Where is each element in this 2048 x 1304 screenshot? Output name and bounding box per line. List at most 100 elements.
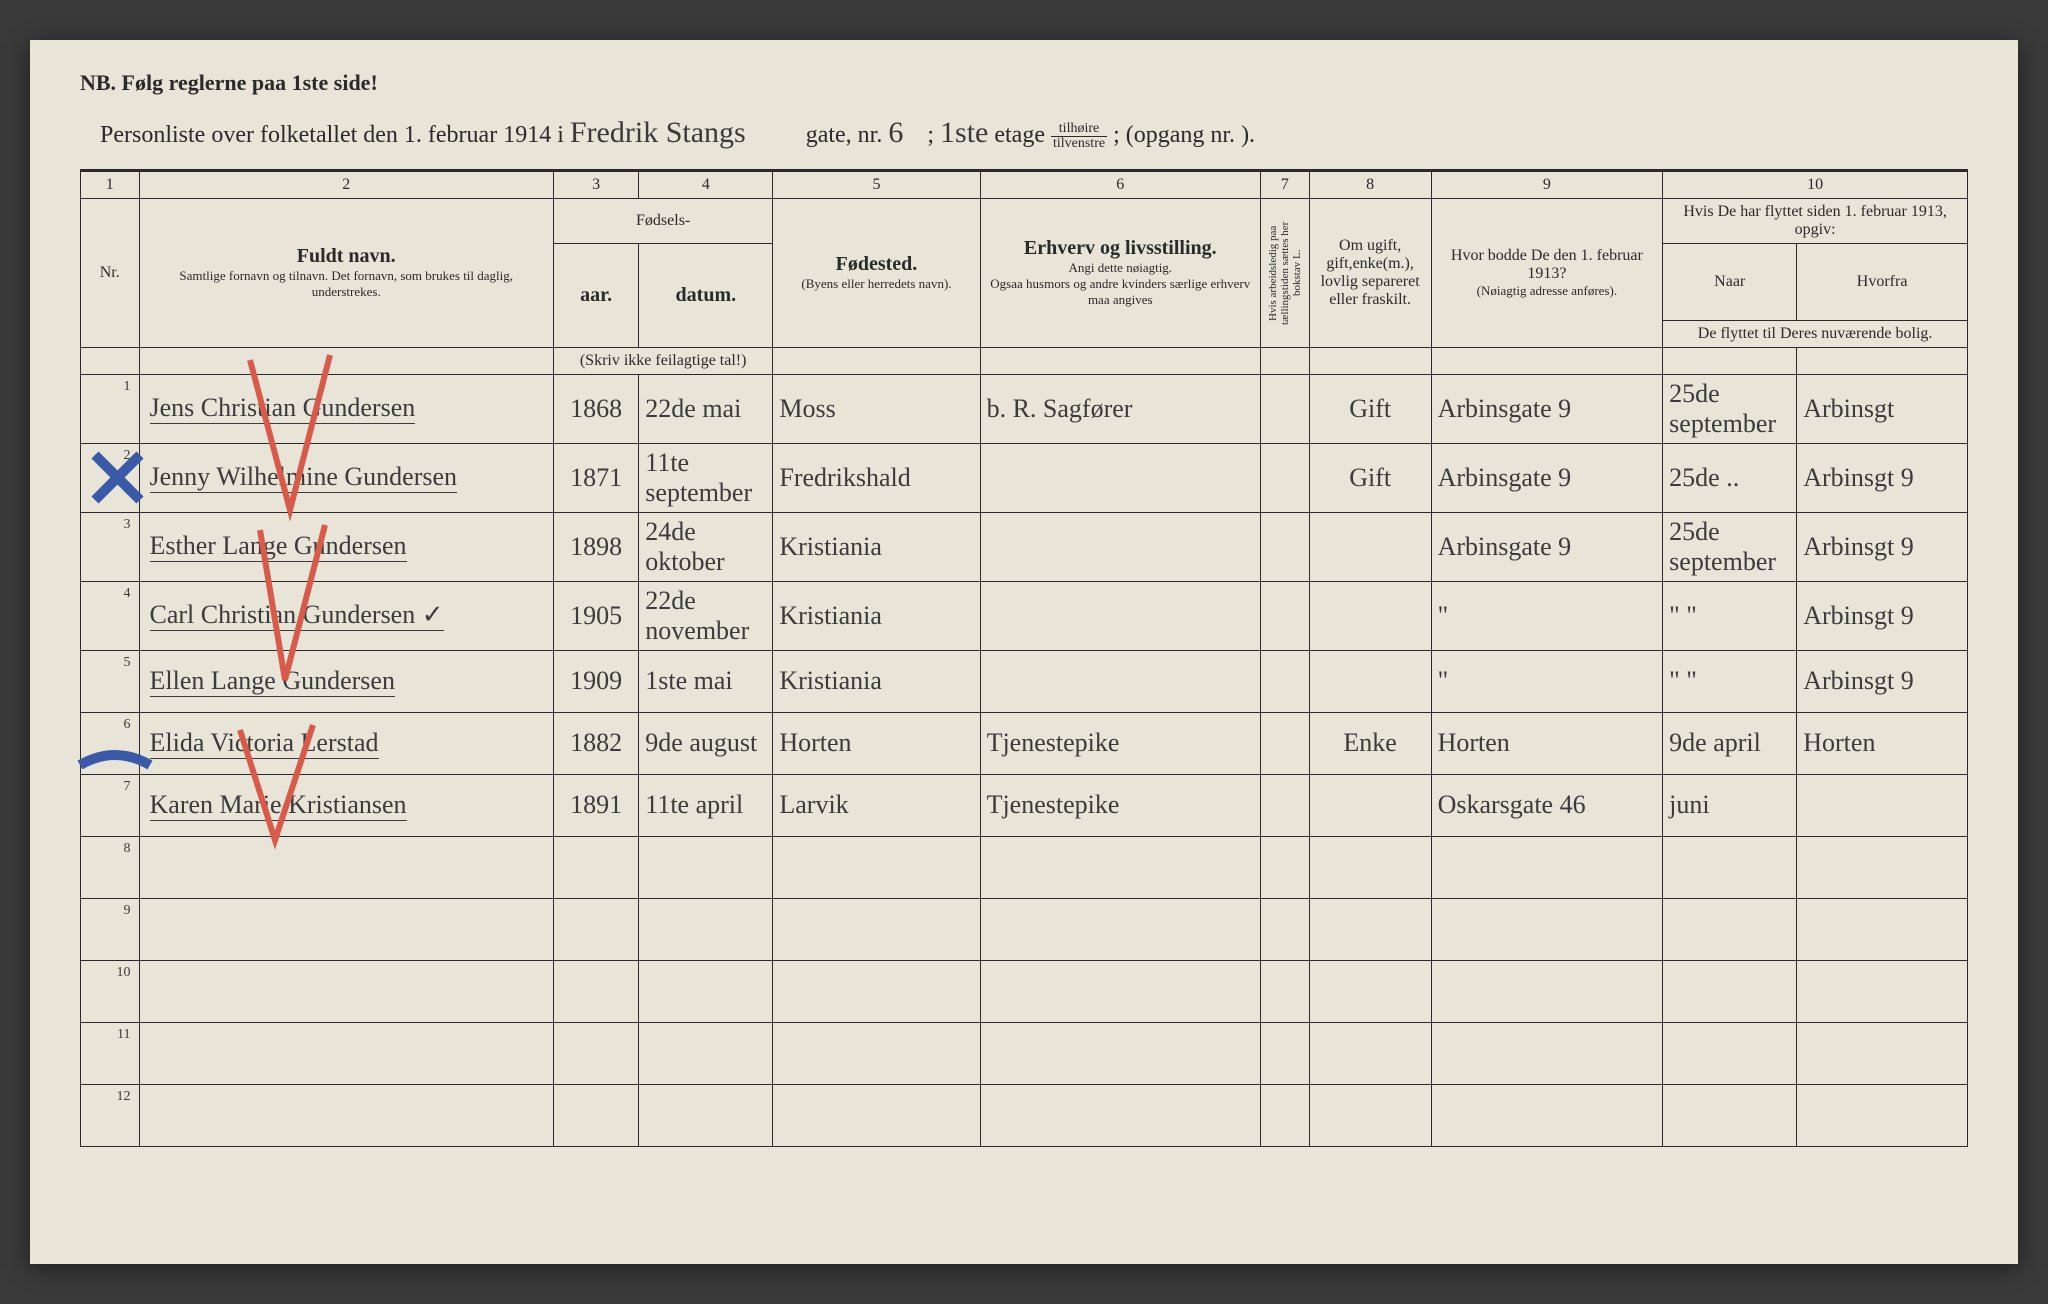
cell-status: Gift <box>1309 443 1431 512</box>
cell-col7 <box>1260 774 1309 836</box>
cell-status <box>1309 1022 1431 1084</box>
cell-hvorfra <box>1797 898 1968 960</box>
cell-datum: 22de mai <box>639 374 773 443</box>
cell-nr: 4 <box>81 581 140 650</box>
cell-naar: " " <box>1663 650 1797 712</box>
cell-hvorfra: Horten <box>1797 712 1968 774</box>
cell-hvorfra <box>1797 836 1968 898</box>
cell-fodested <box>773 1022 980 1084</box>
cell-nr: 1 <box>81 374 140 443</box>
cell-col9: " <box>1431 650 1663 712</box>
cell-fodested <box>773 898 980 960</box>
cell-status <box>1309 960 1431 1022</box>
street-name: Fredrik Stangs <box>570 116 746 149</box>
cell-nr: 11 <box>81 1022 140 1084</box>
cell-hvorfra <box>1797 960 1968 1022</box>
cell-name: Jenny Wilhelmine Gundersen <box>139 443 553 512</box>
cell-hvorfra: Arbinsgt 9 <box>1797 581 1968 650</box>
colnum-4: 4 <box>639 171 773 198</box>
colnum-9: 9 <box>1431 171 1663 198</box>
census-page: NB. Følg reglerne paa 1ste side! Personl… <box>30 40 2018 1264</box>
cell-fodested: Kristiania <box>773 650 980 712</box>
table-row: 3Esther Lange Gundersen189824de oktoberK… <box>81 512 1968 581</box>
close-paren: ). <box>1241 122 1255 148</box>
etage-label: etage <box>994 122 1045 148</box>
cell-aar <box>553 898 638 960</box>
cell-col9 <box>1431 836 1663 898</box>
cell-fodested: Larvik <box>773 774 980 836</box>
cell-fodested: Moss <box>773 374 980 443</box>
hdr-naar: Naar <box>1663 243 1797 320</box>
hdr-col10-top: Hvis De har flyttet siden 1. februar 191… <box>1663 198 1968 243</box>
cell-naar <box>1663 836 1797 898</box>
cell-col7 <box>1260 650 1309 712</box>
cell-name <box>139 1022 553 1084</box>
cell-naar: 25de .. <box>1663 443 1797 512</box>
cell-col9 <box>1431 1022 1663 1084</box>
cell-nr: 5 <box>81 650 140 712</box>
cell-fodested <box>773 836 980 898</box>
side-fraction: tilhøire tilvenstre <box>1051 122 1107 151</box>
cell-col7 <box>1260 1084 1309 1146</box>
table-row: 1Jens Christian Gundersen186822de maiMos… <box>81 374 1968 443</box>
cell-datum <box>639 898 773 960</box>
cell-erhverv: Tjenestepike <box>980 712 1260 774</box>
cell-naar: 25de september <box>1663 512 1797 581</box>
cell-col7 <box>1260 1022 1309 1084</box>
nb-instruction: NB. Følg reglerne paa 1ste side! <box>80 70 1968 96</box>
cell-datum: 9de august <box>639 712 773 774</box>
cell-naar <box>1663 1022 1797 1084</box>
table-row: 5Ellen Lange Gundersen19091ste maiKristi… <box>81 650 1968 712</box>
cell-status <box>1309 774 1431 836</box>
cell-col7 <box>1260 712 1309 774</box>
cell-hvorfra: Arbinsgt 9 <box>1797 512 1968 581</box>
cell-aar: 1909 <box>553 650 638 712</box>
cell-naar <box>1663 898 1797 960</box>
colnum-3: 3 <box>553 171 638 198</box>
cell-status <box>1309 1084 1431 1146</box>
cell-erhverv <box>980 1022 1260 1084</box>
cell-hvorfra: Arbinsgt 9 <box>1797 650 1968 712</box>
cell-name: Elida Victoria Lerstad <box>139 712 553 774</box>
cell-fodested <box>773 960 980 1022</box>
hdr-datum: datum. <box>639 243 773 347</box>
hdr-hvorfra: Hvorfra <box>1797 243 1968 320</box>
cell-col9: " <box>1431 581 1663 650</box>
cell-hvorfra <box>1797 774 1968 836</box>
cell-aar: 1882 <box>553 712 638 774</box>
gate-label: gate, nr. <box>806 122 883 148</box>
cell-col7 <box>1260 898 1309 960</box>
cell-datum: 11te september <box>639 443 773 512</box>
cell-name: Esther Lange Gundersen <box>139 512 553 581</box>
cell-datum: 1ste mai <box>639 650 773 712</box>
cell-naar: 25de september <box>1663 374 1797 443</box>
semi: ; <box>927 122 934 148</box>
colnum-2: 2 <box>139 171 553 198</box>
cell-col9: Arbinsgate 9 <box>1431 443 1663 512</box>
hdr-col9: Hvor bodde De den 1. februar 1913? (Nøia… <box>1431 198 1663 347</box>
table-header: 1 2 3 4 5 6 7 8 9 10 Nr. Fuldt navn. Sam… <box>81 171 1968 374</box>
cell-datum <box>639 836 773 898</box>
colnum-7: 7 <box>1260 171 1309 198</box>
cell-erhverv <box>980 1084 1260 1146</box>
cell-name: Carl Christian Gundersen ✓ <box>139 581 553 650</box>
cell-erhverv <box>980 443 1260 512</box>
cell-fodested: Horten <box>773 712 980 774</box>
cell-aar: 1871 <box>553 443 638 512</box>
hdr-col10-sub: De flyttet til Deres nuværende bolig. <box>1663 320 1968 347</box>
cell-erhverv <box>980 512 1260 581</box>
cell-fodested: Fredrikshald <box>773 443 980 512</box>
cell-datum <box>639 960 773 1022</box>
cell-nr: 9 <box>81 898 140 960</box>
cell-hvorfra: Arbinsgt 9 <box>1797 443 1968 512</box>
table-row: 4Carl Christian Gundersen ✓190522de nove… <box>81 581 1968 650</box>
cell-col9: Arbinsgate 9 <box>1431 512 1663 581</box>
hdr-col8: Om ugift, gift,enke(m.), lovlig separere… <box>1309 198 1431 347</box>
cell-datum: 22de november <box>639 581 773 650</box>
cell-aar: 1905 <box>553 581 638 650</box>
hdr-name-strong: Fuldt navn. <box>146 245 547 268</box>
cell-nr: 8 <box>81 836 140 898</box>
cell-aar: 1868 <box>553 374 638 443</box>
form-header: Personliste over folketallet den 1. febr… <box>80 108 1968 171</box>
hdr-fodested: Fødested. (Byens eller herredets navn). <box>773 198 980 347</box>
